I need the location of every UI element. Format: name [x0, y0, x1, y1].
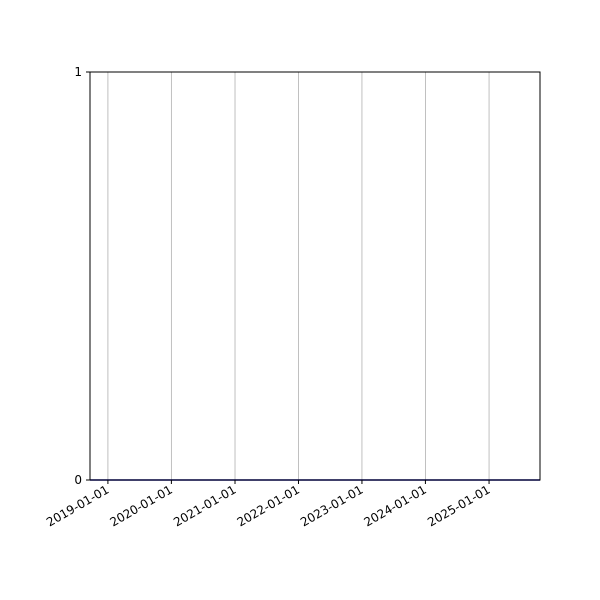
y-tick-label: 0	[74, 473, 82, 487]
plot-frame	[89, 71, 541, 481]
y-tick-label: 1	[74, 65, 82, 79]
y-axis: 01	[74, 65, 90, 487]
grid	[107, 72, 490, 480]
